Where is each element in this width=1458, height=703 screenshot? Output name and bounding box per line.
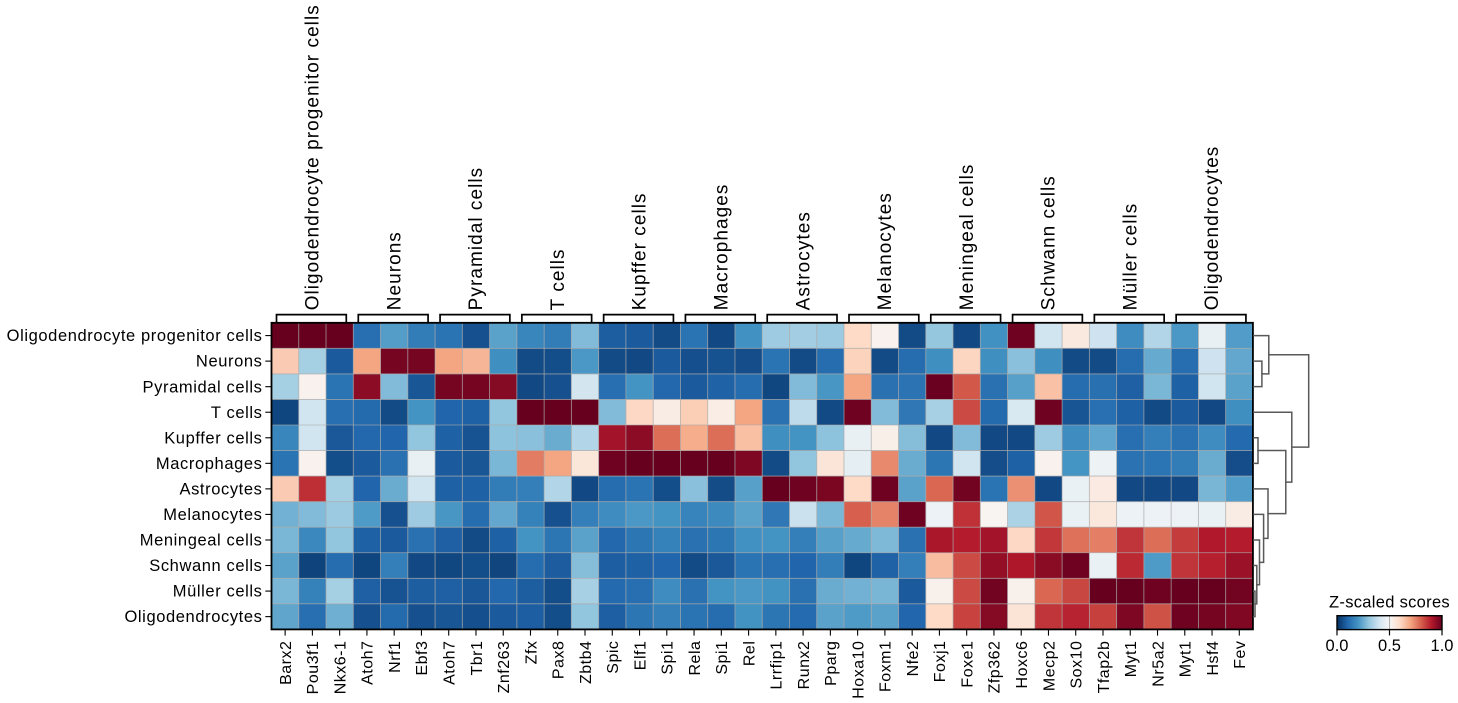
svg-text:Oligodendrocytes: Oligodendrocytes bbox=[124, 608, 262, 626]
svg-text:Pax8: Pax8 bbox=[551, 641, 568, 679]
svg-text:Spi1: Spi1 bbox=[660, 641, 677, 675]
svg-text:Z-scaled scores: Z-scaled scores bbox=[1329, 594, 1450, 612]
svg-text:Melanocytes: Melanocytes bbox=[875, 192, 896, 310]
svg-text:Neurons: Neurons bbox=[196, 353, 263, 371]
svg-text:Zfx: Zfx bbox=[523, 641, 540, 665]
svg-text:Znf263: Znf263 bbox=[496, 641, 513, 694]
svg-text:Melanocytes: Melanocytes bbox=[163, 506, 262, 524]
svg-text:Mecp2: Mecp2 bbox=[1041, 641, 1058, 692]
svg-text:Elf1: Elf1 bbox=[632, 641, 649, 671]
svg-text:T cells: T cells bbox=[548, 248, 569, 310]
svg-text:Nfe2: Nfe2 bbox=[905, 641, 922, 677]
svg-text:Tfap2b: Tfap2b bbox=[1096, 641, 1113, 694]
svg-text:Sox10: Sox10 bbox=[1069, 641, 1086, 689]
svg-text:0.5: 0.5 bbox=[1378, 637, 1401, 655]
svg-text:Macrophages: Macrophages bbox=[156, 455, 263, 473]
svg-text:Neurons: Neurons bbox=[384, 231, 405, 310]
svg-text:Pyramidal cells: Pyramidal cells bbox=[466, 167, 487, 311]
svg-text:Oligodendrocyte progenitor cel: Oligodendrocyte progenitor cells bbox=[7, 327, 263, 345]
svg-text:Müller cells: Müller cells bbox=[1120, 203, 1141, 311]
svg-text:1.0: 1.0 bbox=[1431, 637, 1454, 655]
svg-text:Spic: Spic bbox=[605, 641, 622, 674]
svg-text:Schwann cells: Schwann cells bbox=[149, 557, 262, 575]
svg-text:Macrophages: Macrophages bbox=[712, 184, 733, 311]
svg-text:Nkx6-1: Nkx6-1 bbox=[332, 641, 349, 695]
svg-text:Foxj1: Foxj1 bbox=[932, 641, 949, 683]
svg-text:Ebf3: Ebf3 bbox=[414, 641, 431, 676]
svg-text:Pparg: Pparg bbox=[823, 641, 840, 686]
svg-text:Pou3f1: Pou3f1 bbox=[305, 641, 322, 695]
svg-text:Müller cells: Müller cells bbox=[173, 583, 263, 601]
svg-text:Astrocytes: Astrocytes bbox=[793, 211, 814, 310]
svg-text:Hsf4: Hsf4 bbox=[1205, 641, 1222, 676]
svg-text:Spi1: Spi1 bbox=[714, 641, 731, 675]
svg-text:Kupffer cells: Kupffer cells bbox=[164, 429, 262, 447]
svg-text:Nrf1: Nrf1 bbox=[387, 641, 404, 673]
svg-text:Barx2: Barx2 bbox=[278, 641, 295, 685]
svg-text:Lrrfip1: Lrrfip1 bbox=[769, 641, 786, 690]
svg-text:Tbr1: Tbr1 bbox=[469, 641, 486, 676]
svg-text:Zfp362: Zfp362 bbox=[987, 641, 1004, 694]
svg-text:Zbtb4: Zbtb4 bbox=[578, 641, 595, 684]
svg-text:Myt1: Myt1 bbox=[1178, 641, 1195, 678]
svg-text:Atoh7: Atoh7 bbox=[442, 641, 459, 685]
svg-text:Kupffer cells: Kupffer cells bbox=[630, 192, 651, 310]
svg-text:Hoxc6: Hoxc6 bbox=[1014, 641, 1031, 689]
svg-text:Schwann cells: Schwann cells bbox=[1039, 175, 1060, 310]
svg-text:0.0: 0.0 bbox=[1326, 637, 1349, 655]
svg-text:Astrocytes: Astrocytes bbox=[179, 480, 262, 498]
svg-text:Atoh7: Atoh7 bbox=[360, 641, 377, 685]
svg-text:Myt1: Myt1 bbox=[1123, 641, 1140, 678]
svg-text:Foxm1: Foxm1 bbox=[878, 641, 895, 692]
svg-text:Foxe1: Foxe1 bbox=[959, 641, 976, 688]
svg-text:Nr5a2: Nr5a2 bbox=[1150, 641, 1167, 687]
svg-text:Hoxa10: Hoxa10 bbox=[850, 641, 867, 699]
svg-text:Meningeal cells: Meningeal cells bbox=[957, 164, 978, 311]
svg-text:Meningeal cells: Meningeal cells bbox=[140, 532, 263, 550]
svg-text:Oligodendrocytes: Oligodendrocytes bbox=[1202, 146, 1223, 311]
svg-text:Oligodendrocyte progenitor cel: Oligodendrocyte progenitor cells bbox=[303, 4, 324, 310]
svg-text:Fev: Fev bbox=[1232, 641, 1249, 669]
svg-text:T cells: T cells bbox=[211, 404, 263, 422]
svg-text:Rel: Rel bbox=[741, 641, 758, 667]
svg-text:Runx2: Runx2 bbox=[796, 641, 813, 690]
svg-text:Pyramidal cells: Pyramidal cells bbox=[143, 378, 263, 396]
svg-text:Rela: Rela bbox=[687, 641, 704, 676]
